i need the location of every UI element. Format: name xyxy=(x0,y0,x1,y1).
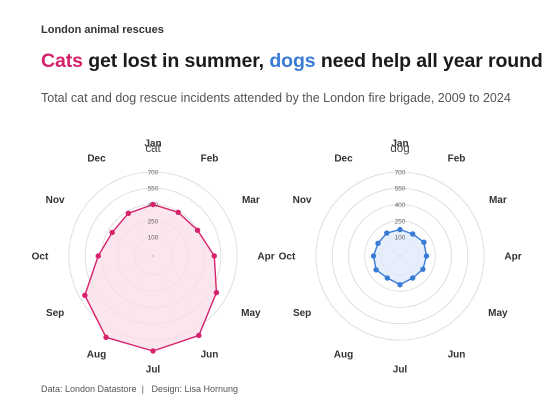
dog-point-jul xyxy=(397,281,403,288)
dog-point-sep xyxy=(373,267,379,273)
dog-point-dec xyxy=(384,230,390,236)
month-label-feb: Feb xyxy=(448,154,466,165)
grid-circle xyxy=(348,204,452,308)
month-label-jul: Jul xyxy=(393,365,408,376)
month-label-may: May xyxy=(488,308,508,319)
month-label-jun: Jun xyxy=(201,349,219,360)
radial-tick-label: 700 xyxy=(395,169,406,176)
month-label-oct: Oct xyxy=(279,252,296,263)
page-title: Cats get lost in summer, dogs need help … xyxy=(41,50,543,73)
dog-radar-chart: 100 250 400 550 700 Jan Feb Mar Apr May Jun Jul Aug S… xyxy=(279,139,522,376)
radial-tick-label: 550 xyxy=(395,186,406,193)
radial-tick-label: 100 xyxy=(148,235,159,242)
dog-point-feb xyxy=(410,231,416,237)
page-subtitle: Total cat and dog rescue incidents atten… xyxy=(41,91,511,105)
month-label-dec: Dec xyxy=(87,154,106,165)
dog-point-nov xyxy=(375,240,381,246)
cat-point-apr xyxy=(211,253,217,259)
month-label-jan: Jan xyxy=(391,139,408,150)
title-end-text: need help all year round xyxy=(315,50,543,72)
title-cat-word: Cats xyxy=(41,50,83,72)
dog-point-aug xyxy=(384,275,390,281)
month-label-oct: Oct xyxy=(32,252,49,263)
cat-point-jul xyxy=(150,348,156,354)
footer-source: Data: London Datastore xyxy=(41,384,137,394)
month-label-mar: Mar xyxy=(242,195,260,206)
radial-tick-label: 100 xyxy=(395,235,406,242)
month-label-jun: Jun xyxy=(448,349,466,360)
month-label-aug: Aug xyxy=(334,349,353,360)
month-label-feb: Feb xyxy=(201,154,219,165)
grid-circle xyxy=(364,220,436,292)
cat-point-jun xyxy=(196,332,202,339)
month-label-dec: Dec xyxy=(334,154,353,165)
month-label-jul: Jul xyxy=(146,365,161,376)
cat-point-oct xyxy=(95,253,101,259)
dog-point-may xyxy=(420,266,426,272)
month-label-apr: Apr xyxy=(257,252,274,263)
cat-point-dec xyxy=(125,210,132,216)
footer-credits: Data: London Datastore | Design: Lisa Ho… xyxy=(41,384,238,394)
month-label-nov: Nov xyxy=(46,195,65,206)
title-middle-text: get lost in summer, xyxy=(82,50,270,72)
cat-radar-chart: 100250400550700JanFebMarAprMayJunJulAugS… xyxy=(32,139,275,376)
radial-tick-label: 250 xyxy=(148,218,159,225)
radial-tick-label: 400 xyxy=(395,202,406,209)
title-dog-word: dogs xyxy=(269,50,316,72)
cat-point-jan xyxy=(150,201,156,208)
month-label-jan: Jan xyxy=(144,139,161,150)
cat-point-may xyxy=(213,289,220,296)
footer-separator: | xyxy=(141,384,144,394)
footer-design: Design: Lisa Hornung xyxy=(151,384,239,394)
radial-tick-label: 700 xyxy=(148,169,159,176)
month-label-sep: Sep xyxy=(46,308,64,319)
radial-tick-label: 250 xyxy=(395,218,406,225)
month-label-aug: Aug xyxy=(87,349,106,360)
kicker-label: London animal rescues xyxy=(41,24,164,36)
radial-tick-label: 550 xyxy=(148,186,159,193)
month-label-sep: Sep xyxy=(293,308,311,319)
dog-point-jun xyxy=(410,275,416,281)
dog-point-jan xyxy=(397,226,403,233)
grid-circle xyxy=(331,187,469,325)
month-label-nov: Nov xyxy=(293,195,312,206)
cat-point-mar xyxy=(194,227,201,233)
cat-series-area xyxy=(84,203,218,352)
month-label-apr: Apr xyxy=(504,252,521,263)
month-label-may: May xyxy=(241,308,261,319)
dog-point-mar xyxy=(421,239,427,245)
cat-point-nov xyxy=(109,229,115,236)
dog-point-oct xyxy=(370,253,377,259)
grid-circle xyxy=(315,171,485,341)
panel-title-dog: dog xyxy=(390,143,409,155)
cat-point-aug xyxy=(103,334,109,341)
month-label-mar: Mar xyxy=(489,195,507,206)
panel-title-cat: cat xyxy=(145,143,161,155)
cat-point-sep xyxy=(82,292,88,299)
dog-point-apr xyxy=(423,253,430,259)
cat-point-feb xyxy=(175,209,181,216)
